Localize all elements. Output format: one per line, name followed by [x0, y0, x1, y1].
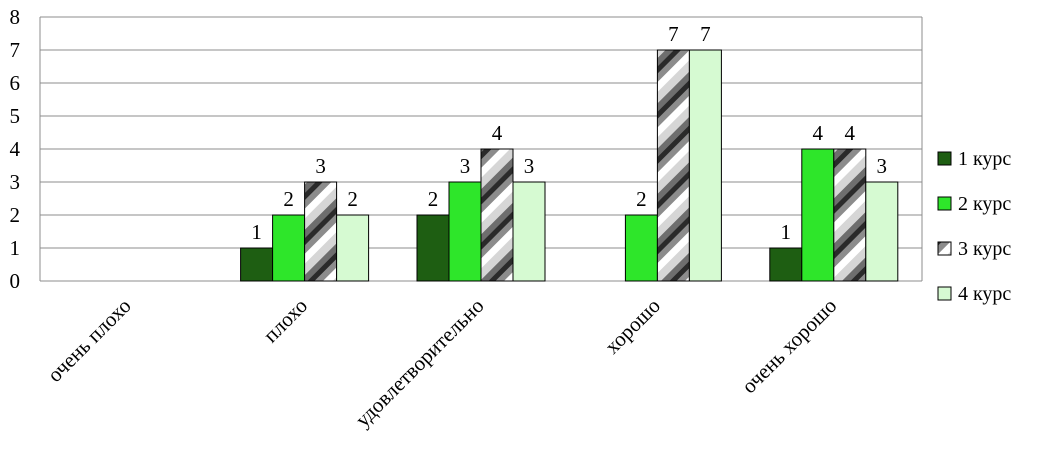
data-label: 2	[347, 187, 358, 211]
bar	[480, 148, 514, 282]
bar	[304, 181, 338, 282]
bar	[416, 214, 450, 282]
bar	[624, 214, 658, 282]
bar	[833, 148, 867, 282]
y-tick-label: 2	[10, 203, 21, 227]
legend-label: 4 курс	[958, 283, 1011, 305]
bar	[240, 247, 274, 282]
y-tick-label: 4	[10, 137, 21, 161]
y-tick-label: 1	[10, 236, 21, 260]
bar	[512, 181, 546, 282]
category-label: очень плохо	[43, 294, 136, 387]
bar	[865, 181, 899, 282]
legend-swatch	[937, 151, 952, 166]
y-tick-label: 0	[10, 269, 21, 293]
data-label: 2	[428, 187, 439, 211]
data-label: 3	[524, 154, 535, 178]
data-label: 2	[636, 187, 647, 211]
legend-label: 2 курс	[958, 193, 1011, 215]
y-tick-label: 8	[10, 5, 21, 29]
legend-swatch	[937, 196, 952, 211]
data-label: 7	[700, 22, 711, 46]
bar	[448, 181, 482, 282]
y-tick-label: 3	[10, 170, 21, 194]
category-label: плохо	[258, 294, 312, 348]
data-label: 4	[845, 121, 856, 145]
data-label: 4	[492, 121, 503, 145]
category-labels: очень плохо плохо удовлетворительно хорошо о…	[43, 294, 842, 432]
bar	[769, 247, 803, 282]
bar	[688, 49, 722, 282]
legend-swatch	[937, 286, 952, 301]
data-label: 3	[877, 154, 888, 178]
bar	[272, 214, 306, 282]
data-label: 3	[460, 154, 471, 178]
bar	[656, 49, 690, 282]
bar	[801, 148, 835, 282]
legend-label: 3 курс	[958, 238, 1011, 260]
data-label: 3	[315, 154, 326, 178]
y-tick-label: 7	[10, 38, 21, 62]
y-tick-label: 6	[10, 71, 21, 95]
legend-swatch	[937, 241, 952, 256]
category-label: очень хорошо	[737, 294, 841, 398]
data-label: 1	[781, 220, 792, 244]
legend-label: 1 курс	[958, 148, 1011, 170]
y-tick-label: 5	[10, 104, 21, 128]
data-label: 2	[283, 187, 294, 211]
bar	[336, 214, 370, 282]
category-label: хорошо	[600, 294, 665, 359]
category-label: удовлетворительно	[350, 294, 488, 432]
legend: 1 курс 2 курс 3 курс 4 курс	[937, 148, 1011, 305]
data-label: 4	[813, 121, 824, 145]
bars	[240, 49, 899, 282]
data-label: 1	[251, 220, 262, 244]
data-label: 7	[668, 22, 679, 46]
